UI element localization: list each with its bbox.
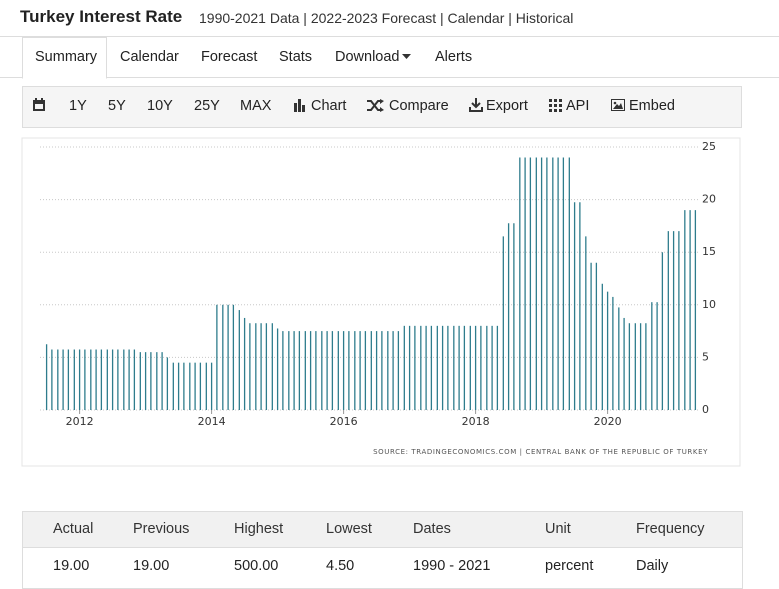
chart-icon xyxy=(294,99,305,112)
y-tick-label: 20 xyxy=(702,193,716,206)
active-tab[interactable] xyxy=(22,37,107,79)
table-cell: 500.00 xyxy=(234,558,279,574)
embed-button[interactable]: Embed xyxy=(629,98,675,114)
table-header-cell: Highest xyxy=(234,521,284,537)
range-button[interactable]: 25Y xyxy=(194,98,220,114)
divider xyxy=(0,36,779,37)
export-icon xyxy=(469,98,483,112)
y-tick-label: 10 xyxy=(702,298,716,311)
x-tick-label: 2012 xyxy=(66,415,94,428)
tab[interactable]: Calendar xyxy=(120,49,179,65)
table-header xyxy=(22,511,743,548)
api-icon xyxy=(549,99,562,112)
export-button[interactable]: Export xyxy=(486,98,528,114)
x-tick-label: 2020 xyxy=(594,415,622,428)
table-cell: 1990 - 2021 xyxy=(413,558,491,574)
table-header-cell: Previous xyxy=(133,521,190,537)
table-cell: 19.00 xyxy=(133,558,170,574)
embed-icon xyxy=(611,99,625,111)
table-cell: Daily xyxy=(636,558,669,574)
calendar-icon[interactable] xyxy=(32,98,46,112)
api-button[interactable]: API xyxy=(566,98,590,114)
tab[interactable]: Forecast xyxy=(201,49,258,65)
range-button[interactable]: 10Y xyxy=(147,98,173,114)
y-tick-label: 0 xyxy=(702,403,709,416)
table-row xyxy=(22,547,743,589)
table-cell: 19.00 xyxy=(53,558,90,574)
chart-button[interactable]: Chart xyxy=(311,98,347,114)
compare-button[interactable]: Compare xyxy=(389,98,449,114)
range-button[interactable]: 5Y xyxy=(108,98,126,114)
y-tick-label: 25 xyxy=(702,140,716,153)
source-note: SOURCE: TRADINGECONOMICS.COM | CENTRAL B… xyxy=(373,448,708,456)
table-header-cell: Lowest xyxy=(326,521,372,537)
caret xyxy=(402,54,411,59)
x-tick-label: 2016 xyxy=(330,415,358,428)
tab-bar-line xyxy=(0,77,779,78)
chart-frame xyxy=(21,137,741,467)
tab[interactable]: Stats xyxy=(279,49,313,65)
y-tick-label: 5 xyxy=(702,350,709,363)
table-header-cell: Actual xyxy=(53,521,94,537)
range-button[interactable]: MAX xyxy=(240,98,272,114)
tab[interactable]: Alerts xyxy=(435,49,473,65)
compare-icon xyxy=(367,99,384,112)
table-header-cell: Frequency xyxy=(636,521,705,537)
x-tick-label: 2014 xyxy=(198,415,226,428)
tab[interactable]: Summary xyxy=(35,49,98,65)
page-title: Turkey Interest Rate xyxy=(20,7,183,26)
table-cell: 4.50 xyxy=(326,558,355,574)
x-tick-label: 2018 xyxy=(462,415,490,428)
tab[interactable]: Download xyxy=(335,49,400,65)
table-cell: percent xyxy=(545,558,594,574)
page-subtitle: 1990-2021 Data | 2022-2023 Forecast | Ca… xyxy=(199,10,574,26)
y-tick-label: 15 xyxy=(702,245,716,258)
range-button[interactable]: 1Y xyxy=(69,98,87,114)
table-header-cell: Dates xyxy=(413,521,451,537)
table-header-cell: Unit xyxy=(545,521,571,537)
